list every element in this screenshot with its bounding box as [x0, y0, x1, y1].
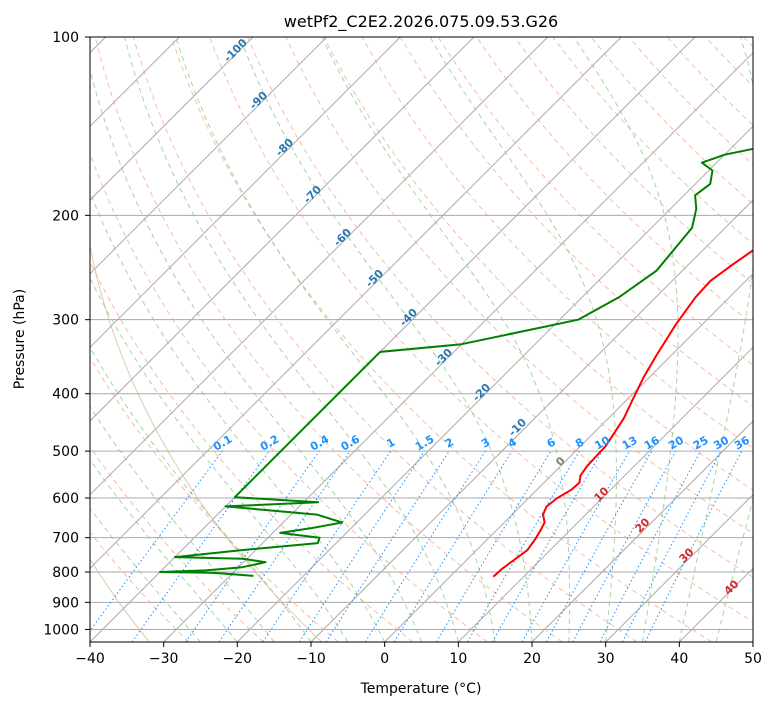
- y-tick-label: 800: [52, 565, 79, 581]
- x-tick-label: −30: [149, 651, 179, 667]
- x-tick-label: 0: [380, 651, 389, 667]
- isotherm-line: [753, 37, 775, 642]
- y-tick-label: 1000: [43, 622, 79, 638]
- x-tick-label: 50: [744, 651, 762, 667]
- moist-adiabat-line: [753, 37, 775, 642]
- x-tick-label: 40: [670, 651, 688, 667]
- y-tick-label: 700: [52, 531, 79, 547]
- y-tick-label: 400: [52, 387, 79, 403]
- x-axis-label: Temperature (°C): [360, 681, 482, 697]
- x-tick-label: −40: [75, 651, 105, 667]
- y-tick-label: 500: [52, 444, 79, 460]
- plot-background: [90, 37, 753, 642]
- x-tick-label: 20: [523, 651, 541, 667]
- x-tick-label: −10: [296, 651, 326, 667]
- x-tick-label: 10: [449, 651, 467, 667]
- y-tick-label: 300: [52, 313, 79, 329]
- y-tick-label: 900: [52, 595, 79, 611]
- y-tick-label: 600: [52, 491, 79, 507]
- y-tick-label: 100: [52, 30, 79, 46]
- x-tick-label: −20: [223, 651, 253, 667]
- y-axis-label: Pressure (hPa): [12, 289, 28, 389]
- y-tick-label: 200: [52, 208, 79, 224]
- chart-title: wetPf2_C2E2.2026.075.09.53.G26: [284, 12, 558, 32]
- x-tick-label: 30: [597, 651, 615, 667]
